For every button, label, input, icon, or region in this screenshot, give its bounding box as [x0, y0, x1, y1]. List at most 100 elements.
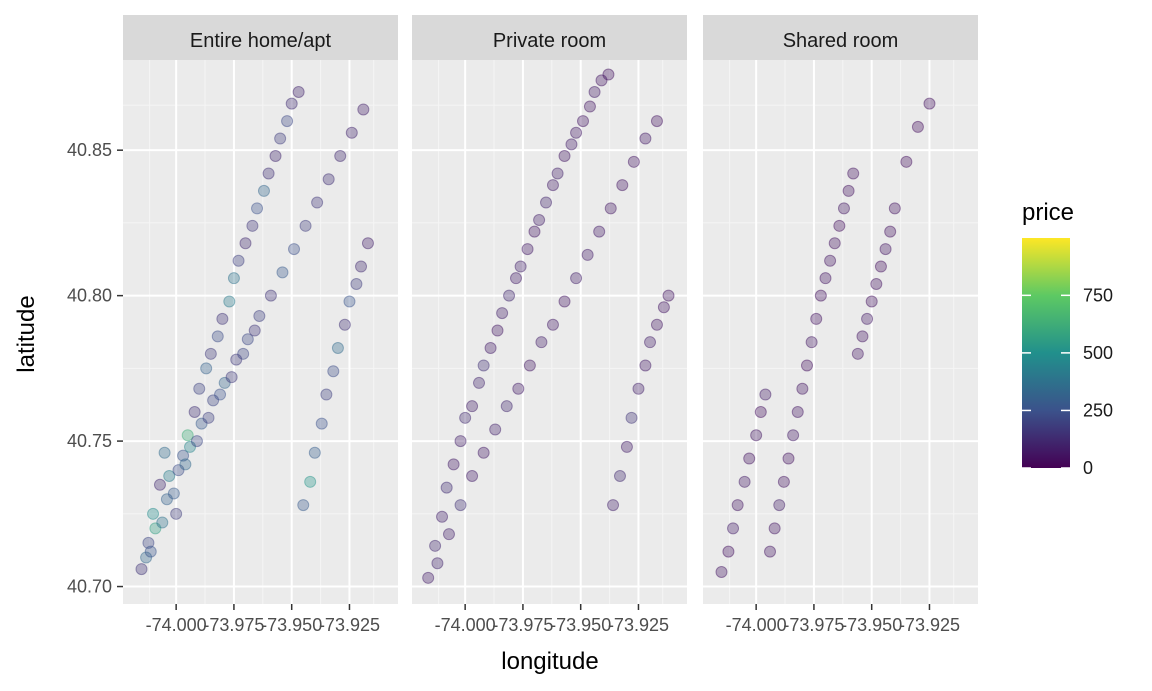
facet-strip — [412, 15, 687, 60]
data-point — [491, 324, 504, 337]
data-point — [241, 333, 254, 346]
data-point — [264, 289, 277, 302]
data-point — [923, 97, 936, 110]
data-point — [819, 272, 832, 285]
data-point — [135, 563, 148, 576]
data-point — [738, 475, 751, 488]
data-point — [558, 150, 571, 162]
data-point — [299, 219, 312, 232]
data-point — [181, 429, 194, 442]
data-point — [477, 446, 490, 459]
data-point — [540, 196, 553, 209]
data-point — [227, 272, 240, 285]
data-point — [177, 449, 190, 462]
data-point — [184, 440, 197, 453]
facet-strip-label: Shared room — [783, 30, 899, 52]
data-point — [466, 470, 479, 482]
data-point — [158, 446, 171, 459]
data-point — [764, 545, 777, 558]
legend-ticks: 0 250 500 750 — [1022, 285, 1113, 478]
data-point — [211, 330, 224, 343]
x-tick-label: -73.975 — [783, 615, 844, 635]
data-point — [558, 295, 571, 308]
facet-strip-label: Private room — [493, 30, 606, 52]
data-point — [911, 120, 924, 133]
data-point — [218, 376, 231, 389]
data-point — [657, 301, 670, 314]
data-point — [639, 359, 652, 372]
y-tick-label: 40.80 — [67, 286, 112, 306]
legend-tick-label: 500 — [1083, 343, 1113, 363]
data-point — [276, 266, 289, 279]
data-point — [833, 219, 846, 232]
data-point — [773, 499, 786, 512]
data-point — [253, 310, 266, 322]
data-point — [639, 132, 652, 145]
data-point — [350, 278, 363, 290]
data-point — [304, 475, 317, 488]
data-point — [715, 566, 728, 578]
data-point — [884, 225, 897, 238]
data-point — [861, 312, 874, 325]
x-tick-label: -74.000 — [435, 615, 496, 635]
data-point — [285, 97, 298, 110]
data-point — [595, 74, 608, 87]
data-point — [322, 173, 335, 186]
data-point — [602, 68, 615, 81]
data-point — [842, 184, 855, 197]
data-point — [345, 126, 358, 139]
data-point — [153, 478, 166, 491]
data-point — [262, 167, 275, 180]
data-point — [179, 458, 192, 471]
y-axis: 40.70 40.75 40.80 40.85 — [67, 140, 123, 597]
data-point — [588, 86, 601, 98]
data-point — [200, 362, 213, 375]
data-point — [230, 353, 243, 366]
data-point — [512, 382, 525, 395]
data-point — [900, 155, 913, 168]
y-tick-label: 40.75 — [67, 431, 112, 451]
data-point — [431, 557, 444, 570]
data-point — [627, 155, 640, 168]
x-tick-label: -73.950 — [841, 615, 902, 635]
data-point — [800, 359, 813, 372]
data-point — [828, 237, 841, 250]
x-tick-label: -73.950 — [261, 615, 322, 635]
data-point — [447, 458, 460, 471]
data-point — [239, 237, 252, 250]
data-point — [288, 243, 301, 256]
data-point — [722, 545, 735, 558]
data-point — [662, 289, 675, 302]
legend-tick-label: 750 — [1083, 285, 1113, 305]
data-point — [477, 359, 490, 372]
data-point — [851, 347, 864, 360]
data-point — [535, 336, 548, 349]
data-point — [583, 100, 596, 113]
data-point — [616, 179, 629, 192]
data-point — [436, 510, 449, 523]
data-point — [814, 289, 827, 302]
facet-strip — [123, 15, 398, 60]
data-point — [160, 493, 173, 506]
x-tick-label: -73.975 — [203, 615, 264, 635]
legend-tick-label: 0 — [1083, 458, 1093, 478]
data-point — [149, 522, 162, 535]
facet-panel: Entire home/apt -74.000-73.975-73.950-73.… — [123, 15, 398, 635]
panel-background — [703, 60, 978, 604]
x-tick-label: -73.925 — [608, 615, 669, 635]
data-point — [338, 318, 351, 331]
data-point — [620, 440, 633, 453]
y-axis-title: latitude — [13, 295, 40, 372]
y-tick-label: 40.70 — [67, 577, 112, 597]
data-point — [837, 202, 850, 215]
x-tick-label: -74.000 — [726, 615, 787, 635]
data-point — [546, 179, 559, 192]
data-point — [650, 318, 663, 331]
data-point — [274, 132, 287, 145]
data-point — [454, 499, 467, 512]
facet-strip — [703, 15, 978, 60]
data-point — [195, 417, 208, 430]
data-point — [607, 499, 620, 512]
data-point — [269, 150, 282, 162]
